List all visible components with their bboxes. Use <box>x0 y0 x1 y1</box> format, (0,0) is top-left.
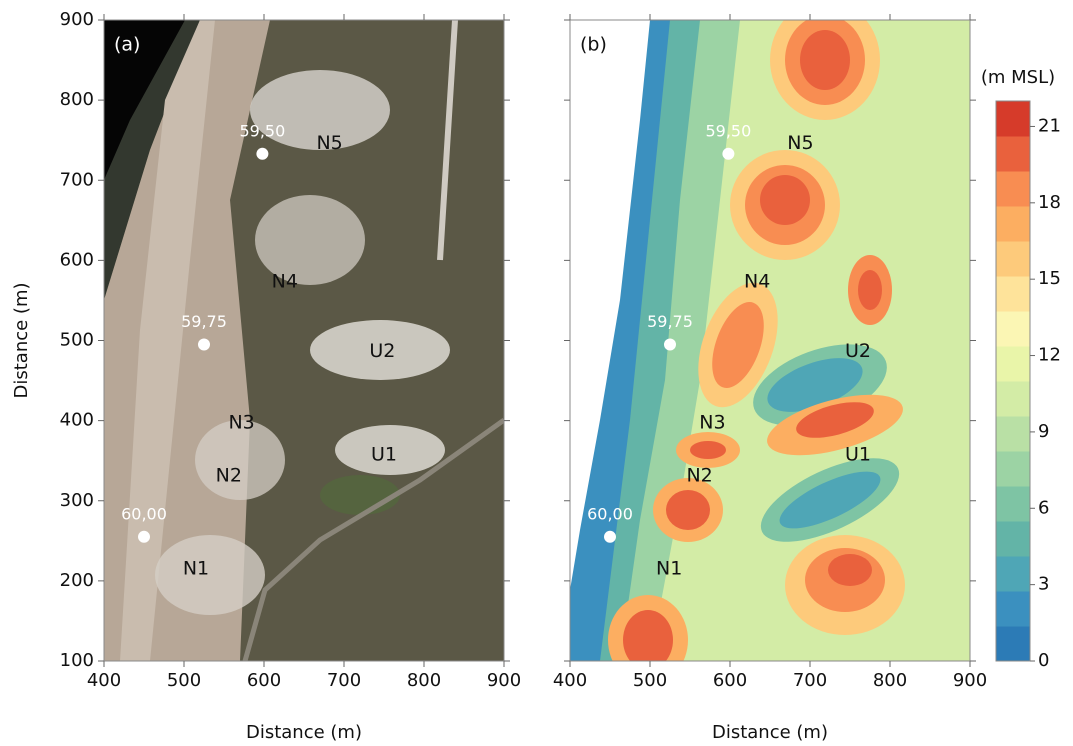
transect-point <box>256 148 268 160</box>
elevation-field <box>570 0 970 685</box>
transect-point <box>664 339 676 351</box>
x-tick-label: 700 <box>327 670 361 691</box>
colorbar-tick-label: 15 <box>1038 268 1061 289</box>
colorbar-band <box>996 521 1030 557</box>
x-tick-label: 900 <box>487 670 521 691</box>
panel-label: (b) <box>580 34 607 56</box>
colorbar-band <box>996 101 1030 137</box>
x-tick-label: 800 <box>407 670 441 691</box>
colorbar-tick-label: 6 <box>1038 497 1049 518</box>
site-label: U1 <box>371 444 397 466</box>
site-label: N3 <box>228 412 254 434</box>
site-label: N5 <box>787 132 813 154</box>
colorbar-band <box>996 416 1030 452</box>
site-label: N5 <box>316 132 342 154</box>
site-label: N3 <box>699 412 725 434</box>
site-label: U1 <box>845 444 871 466</box>
site-label: N4 <box>272 271 298 293</box>
colorbar-band <box>996 556 1030 592</box>
y-tick-label: 700 <box>60 169 94 190</box>
colorbar-band <box>996 626 1030 662</box>
colorbar-band <box>996 276 1030 312</box>
colorbar-tick-label: 3 <box>1038 574 1049 595</box>
transect-point <box>198 339 210 351</box>
transect-label: 59,75 <box>647 312 693 331</box>
colorbar-label: (m MSL) <box>981 67 1055 88</box>
site-label: N1 <box>656 557 682 579</box>
transect-label: 59,50 <box>239 121 285 140</box>
figure: 400 500 600 700 800 900 100 200 300 400 500 600 700 8… <box>0 0 1073 746</box>
colorbar-band <box>996 241 1030 277</box>
aerial-photo <box>104 20 504 661</box>
transect-point <box>138 531 150 543</box>
transect-label: 59,75 <box>181 312 227 331</box>
colorbar-tick-label: 21 <box>1038 115 1061 136</box>
colorbar-band <box>996 206 1030 242</box>
transect-label: 60,00 <box>121 504 167 523</box>
y-tick-label: 100 <box>60 650 94 671</box>
y-tick-label: 600 <box>60 249 94 270</box>
x-tick-label: 700 <box>793 670 827 691</box>
transect-label: 60,00 <box>587 504 633 523</box>
x-tick-label: 400 <box>553 670 587 691</box>
x-tick-label: 600 <box>713 670 747 691</box>
x-tick-label: 900 <box>953 670 987 691</box>
site-label: N2 <box>686 464 712 486</box>
site-label: N1 <box>183 557 209 579</box>
colorbar-tick-label: 18 <box>1038 192 1061 213</box>
colorbar-band <box>996 591 1030 627</box>
site-label: N2 <box>216 464 242 486</box>
colorbar-tick-label: 9 <box>1038 421 1049 442</box>
x-tick-label: 800 <box>873 670 907 691</box>
colorbar-band <box>996 381 1030 417</box>
colorbar-band <box>996 346 1030 382</box>
transect-point <box>722 148 734 160</box>
colorbar-band <box>996 486 1030 522</box>
transect-point <box>604 531 616 543</box>
colorbar-band <box>996 311 1030 347</box>
site-label: U2 <box>845 340 871 362</box>
y-tick-label: 400 <box>60 410 94 431</box>
y-tick-label: 900 <box>60 9 94 30</box>
y-tick-label: 800 <box>60 89 94 110</box>
x-tick-label: 400 <box>87 670 121 691</box>
panel-label: (a) <box>114 34 140 56</box>
site-label: N4 <box>744 271 770 293</box>
transect-label: 59,50 <box>705 121 751 140</box>
colorbar-band <box>996 451 1030 487</box>
colorbar-band <box>996 171 1030 207</box>
site-label: U2 <box>369 340 395 362</box>
x-tick-label: 500 <box>167 670 201 691</box>
colorbar-band <box>996 136 1030 172</box>
colorbar-tick-label: 12 <box>1038 345 1061 366</box>
colorbar-tick-label: 0 <box>1038 650 1049 671</box>
y-tick-label: 300 <box>60 490 94 511</box>
x-axis-label: Distance (m) <box>246 722 362 743</box>
y-tick-label: 200 <box>60 570 94 591</box>
y-axis-label: Distance (m) <box>11 282 32 398</box>
x-axis-label: Distance (m) <box>712 722 828 743</box>
x-tick-label: 600 <box>247 670 281 691</box>
y-tick-label: 500 <box>60 330 94 351</box>
x-tick-label: 500 <box>633 670 667 691</box>
